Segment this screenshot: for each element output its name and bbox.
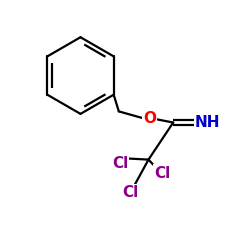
- Text: NH: NH: [195, 115, 220, 130]
- Text: O: O: [143, 111, 156, 126]
- Text: Cl: Cl: [154, 166, 170, 181]
- Text: Cl: Cl: [122, 186, 138, 200]
- Text: Cl: Cl: [112, 156, 128, 171]
